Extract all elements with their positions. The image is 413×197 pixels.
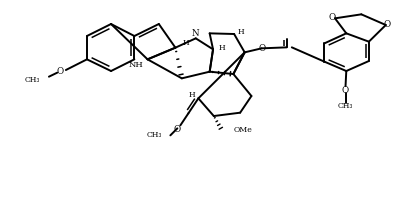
- Text: H: H: [218, 44, 225, 52]
- Text: OMe: OMe: [233, 126, 252, 134]
- Text: O: O: [382, 20, 389, 29]
- Text: H: H: [182, 39, 188, 47]
- Text: O: O: [341, 85, 348, 95]
- Text: H: H: [237, 28, 244, 36]
- Text: O: O: [257, 44, 264, 53]
- Text: H: H: [188, 91, 195, 99]
- Text: CH₃: CH₃: [24, 76, 39, 84]
- Text: O: O: [173, 125, 180, 134]
- Text: N: N: [192, 29, 199, 38]
- Text: NH: NH: [128, 61, 143, 69]
- Text: O: O: [328, 13, 335, 22]
- Text: CH₃: CH₃: [337, 102, 352, 110]
- Text: CH₃: CH₃: [147, 131, 162, 139]
- Text: O: O: [57, 67, 64, 76]
